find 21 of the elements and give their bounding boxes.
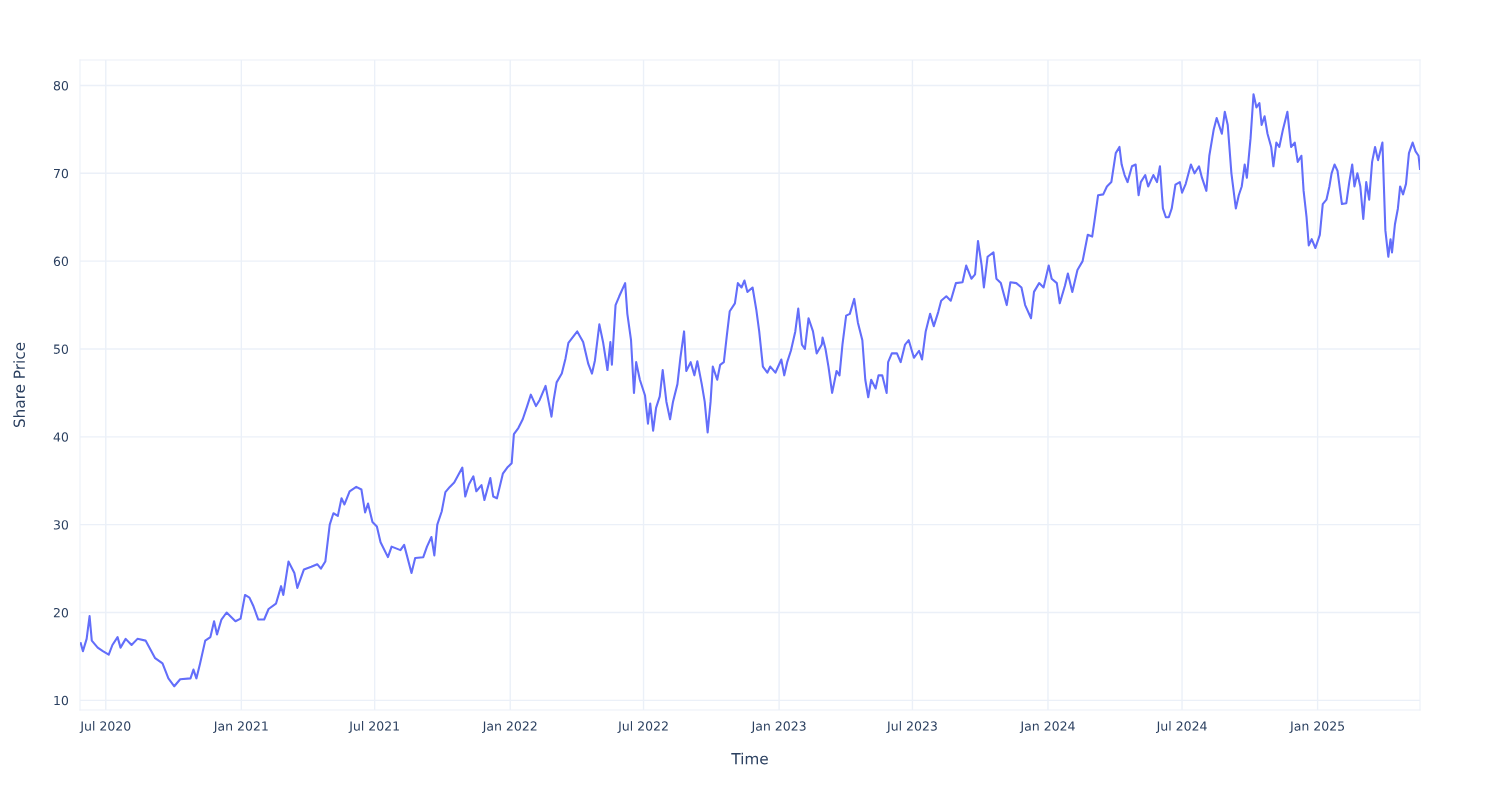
x-tick-label: Jan 2024: [1019, 721, 1075, 734]
y-axis-title: Share Price: [13, 342, 26, 428]
x-tick-label: Jan 2022: [482, 721, 537, 734]
y-tick-label: 20: [53, 607, 69, 618]
x-axis-title: Time: [731, 752, 768, 765]
y-tick-label: 50: [53, 344, 69, 354]
x-tick-label: Jul 2022: [617, 721, 668, 734]
x-tick-label: Jul 2024: [1155, 721, 1207, 734]
x-tick-label: Jan 2025: [1289, 721, 1345, 734]
x-tick-label: Jul 2021: [348, 721, 399, 734]
y-tick-label: 60: [53, 256, 69, 267]
y-tick-label: 10: [54, 695, 69, 706]
y-tick-label: 70: [54, 168, 69, 179]
line-series: [80, 93, 1420, 688]
y-tick-label: 30: [53, 520, 69, 530]
y-tick-label: 40: [53, 432, 69, 442]
x-tick-label: Jan 2023: [750, 721, 806, 734]
x-tick-label: Jul 2023: [886, 721, 937, 734]
y-tick-label: 80: [53, 80, 69, 91]
x-tick-label: Jan 2021: [213, 721, 268, 734]
x-tick-label: Jul 2020: [79, 721, 131, 734]
